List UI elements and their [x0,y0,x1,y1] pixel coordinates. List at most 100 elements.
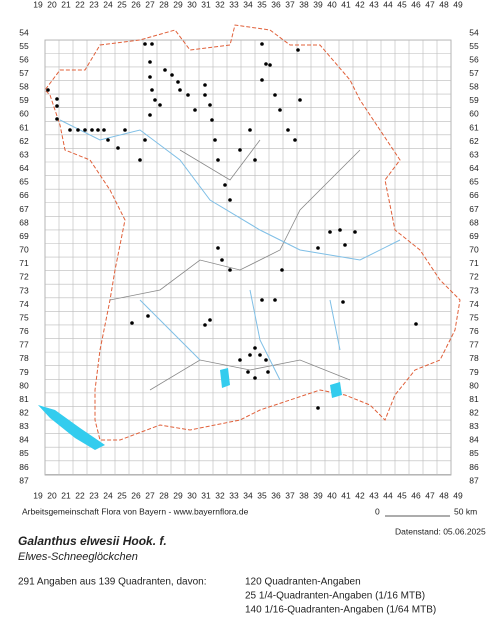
row-label: 60 [19,109,29,119]
occurrence-dot [146,314,150,318]
occurrence-dot [130,321,134,325]
occurrence-dot [83,128,87,132]
column-label: 28 [159,0,169,9]
row-label: 67 [19,204,29,214]
stats-line: 25 1/4-Quadranten-Angaben (1/16 MTB) [245,591,425,602]
column-label: 30 [187,490,197,500]
occurrence-dot [223,183,227,187]
row-label: 72 [469,272,479,282]
row-label: 79 [19,367,29,377]
column-label: 34 [243,490,253,500]
column-label: 21 [61,0,71,9]
occurrence-dot [298,98,302,102]
occurrence-dot [116,146,120,150]
occurrence-dot [260,298,264,302]
column-label: 39 [313,0,323,9]
occurrence-dots [46,42,418,410]
row-label: 78 [19,353,29,363]
row-label: 70 [19,245,29,255]
column-label: 46 [411,0,421,9]
column-label: 36 [271,0,281,9]
row-label: 59 [19,95,29,105]
row-label: 80 [19,380,29,390]
column-label: 29 [173,0,183,9]
occurrence-dot [353,230,357,234]
column-label: 25 [117,490,127,500]
occurrence-dot [178,88,182,92]
occurrence-dot [266,370,270,374]
state-border [44,24,461,441]
occurrence-dot [228,198,232,202]
column-label: 20 [47,490,57,500]
column-label: 28 [159,490,169,500]
column-label: 49 [453,0,463,9]
occurrence-dot [163,68,167,72]
occurrence-dot [76,128,80,132]
row-label: 68 [469,217,479,227]
row-label: 59 [469,95,479,105]
row-label: 57 [19,68,29,78]
column-label: 23 [89,0,99,9]
species-title: Galanthus elwesii Hook. f. [18,534,167,548]
column-label: 35 [257,490,267,500]
column-label: 48 [439,490,449,500]
row-label: 63 [19,149,29,159]
column-label: 36 [271,490,281,500]
stats-summary: 291 Angaben aus 139 Quadranten, davon: [18,577,207,588]
occurrence-dot [55,97,59,101]
row-label: 73 [469,285,479,295]
occurrence-dot [186,93,190,97]
row-label: 65 [469,177,479,187]
row-label: 85 [19,448,29,458]
stats-line: 120 Quadranten-Angaben [245,577,361,588]
column-label: 20 [47,0,57,9]
row-label: 87 [19,475,29,485]
column-label: 39 [313,490,323,500]
occurrence-dot [148,113,152,117]
occurrence-dot [208,318,212,322]
source: Arbeitsgemeinschaft Flora von Bayern - w… [22,506,249,516]
occurrence-dot [208,103,212,107]
river [59,119,401,381]
row-label: 83 [19,421,29,431]
occurrence-dot [228,268,232,272]
occurrence-dot [96,128,100,132]
column-label: 34 [243,0,253,9]
row-label: 84 [469,435,479,445]
row-label: 80 [469,380,479,390]
column-label: 43 [369,0,379,9]
row-label: 87 [469,475,479,485]
row-label: 58 [469,82,479,92]
row-label: 65 [19,177,29,187]
occurrence-dot [316,246,320,250]
column-label: 41 [341,490,351,500]
column-label: 33 [229,490,239,500]
occurrence-dot [238,148,242,152]
row-label: 62 [19,136,29,146]
row-label: 56 [19,54,29,64]
occurrence-dot [260,78,264,82]
column-label: 42 [355,0,365,9]
occurrence-dot [158,103,162,107]
occurrence-dot [296,48,300,52]
occurrence-dot [216,158,220,162]
occurrence-dot [316,406,320,410]
occurrence-dot [286,128,290,132]
occurrence-dot [264,358,268,362]
scale-end: 50 km [454,506,477,516]
occurrence-dot [264,62,268,66]
occurrence-dot [138,158,142,162]
occurrence-dot [248,353,252,357]
column-label: 29 [173,490,183,500]
row-label: 76 [469,326,479,336]
column-label: 38 [299,490,309,500]
row-label: 73 [19,285,29,295]
column-label: 27 [145,0,155,9]
column-label: 49 [453,490,463,500]
occurrence-dot [210,118,214,122]
row-label: 86 [19,462,29,472]
column-label: 22 [75,0,85,9]
column-label: 30 [187,0,197,9]
occurrence-dot [213,138,217,142]
